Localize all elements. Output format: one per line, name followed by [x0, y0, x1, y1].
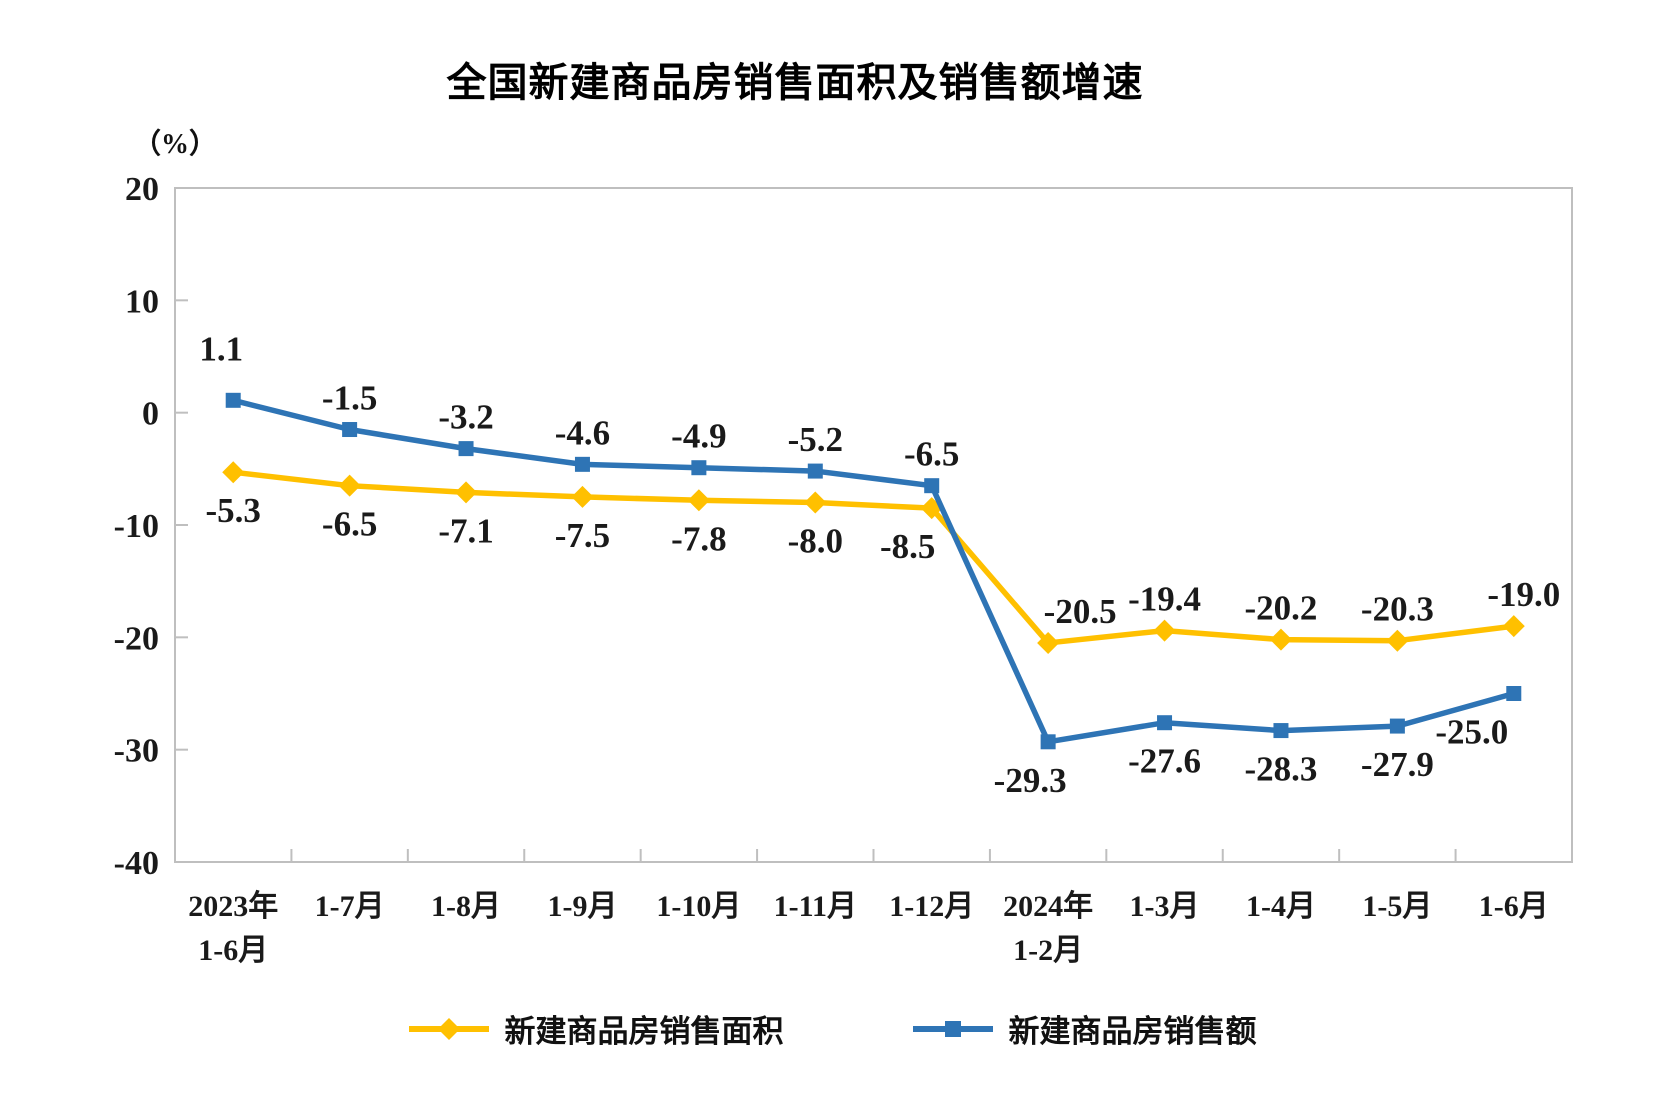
chart-title: 全国新建商品房销售面积及销售额增速: [446, 60, 1144, 106]
data-label: -20.2: [1245, 589, 1318, 628]
data-label: -29.3: [994, 761, 1067, 800]
data-point-marker-square: [342, 422, 358, 438]
data-label: -19.0: [1487, 575, 1560, 614]
x-axis-category-label: 1-9月: [547, 890, 617, 923]
data-point-marker-diamond: [222, 461, 245, 484]
x-axis-category-label: 2024年: [1003, 890, 1093, 923]
data-point-marker-diamond: [338, 474, 361, 497]
data-label: -5.3: [206, 491, 261, 530]
data-label: -20.3: [1361, 590, 1434, 629]
x-axis-category-label: 2023年: [188, 890, 278, 923]
legend: 新建商品房销售面积 新建商品房销售额: [0, 1006, 1663, 1051]
y-axis-tick-label: 20: [125, 171, 159, 208]
series-line-0: [230, 469, 1517, 646]
data-point-marker-diamond: [571, 485, 594, 508]
legend-label-sales-amount: 新建商品房销售额: [1008, 1014, 1257, 1049]
data-label: -5.2: [788, 420, 843, 459]
x-axis-category-label: 1-6月: [198, 934, 268, 967]
data-label: -7.8: [671, 519, 726, 558]
data-label: -8.5: [880, 527, 935, 566]
y-axis-tick-label: -40: [114, 845, 159, 882]
y-axis-tick-label: -30: [114, 733, 159, 770]
data-point-marker-square: [691, 460, 707, 476]
legend-square-marker: [944, 1020, 961, 1037]
x-axis-category-label: 1-7月: [315, 890, 385, 923]
x-axis-category-label: 1-4月: [1246, 890, 1316, 923]
series-line-1: [230, 397, 1517, 745]
data-label: -20.5: [1044, 592, 1117, 631]
data-label: -27.6: [1128, 742, 1201, 781]
x-axis-category-label: 1-2月: [1013, 934, 1083, 967]
x-axis-category-label: 1-3月: [1130, 890, 1200, 923]
x-axis-category-label: 1-11月: [774, 890, 857, 923]
data-label: -7.1: [438, 511, 493, 550]
data-point-marker-diamond: [1386, 629, 1409, 652]
legend-line-square-icon: [912, 1020, 993, 1037]
data-point-marker-square: [574, 456, 590, 472]
data-label: -28.3: [1245, 750, 1318, 789]
data-point-marker-diamond: [1502, 615, 1525, 638]
data-point-marker-diamond: [455, 481, 478, 504]
x-axis-category-label: 1-6月: [1479, 890, 1549, 923]
data-label: -8.0: [788, 522, 843, 561]
data-point-marker-square: [1157, 715, 1173, 731]
data-point-marker-square: [458, 441, 474, 457]
data-label: -4.9: [671, 417, 726, 456]
data-point-marker-diamond: [687, 489, 710, 512]
data-label: -19.4: [1128, 580, 1201, 619]
data-label: 1.1: [199, 329, 243, 368]
data-label: -6.5: [904, 435, 959, 474]
y-axis-tick-label: 10: [125, 283, 159, 320]
legend-line-diamond-icon: [408, 1017, 489, 1040]
data-point-marker-square: [807, 463, 823, 479]
data-label: -25.0: [1435, 713, 1508, 752]
data-point-marker-diamond: [804, 491, 827, 514]
data-point-marker-square: [1273, 723, 1289, 739]
data-label: -3.2: [438, 398, 493, 437]
x-axis-category-label: 1-5月: [1362, 890, 1432, 923]
data-point-marker-diamond: [1153, 619, 1176, 642]
data-point-marker-square: [1040, 734, 1056, 750]
data-point-marker-square: [924, 478, 940, 494]
data-point-marker-diamond: [1269, 628, 1292, 651]
data-point-marker-square: [1506, 686, 1522, 701]
data-point-marker-diamond: [1037, 631, 1060, 654]
y-axis-tick-label: -10: [114, 508, 159, 545]
data-label: -7.5: [555, 516, 610, 555]
data-label: -27.9: [1361, 745, 1434, 784]
y-axis-tick-label: 0: [142, 396, 159, 433]
y-axis-unit-label: （%）: [133, 129, 218, 160]
y-axis-tick-label: -20: [114, 620, 159, 657]
x-axis-category-label: 1-8月: [431, 890, 501, 923]
legend-item-sales-amount: 新建商品房销售额: [911, 1006, 1257, 1051]
legend-item-sales-area: 新建商品房销售面积: [407, 1006, 784, 1051]
legend-label-sales-area: 新建商品房销售面积: [504, 1014, 784, 1049]
data-label: -6.5: [322, 505, 377, 544]
data-point-marker-square: [1389, 718, 1405, 734]
data-label: -4.6: [555, 413, 610, 452]
data-point-marker-square: [225, 392, 241, 408]
legend-diamond-marker: [437, 1017, 460, 1040]
x-axis-category-label: 1-12月: [889, 890, 974, 923]
data-label: -1.5: [322, 379, 377, 418]
x-axis-category-label: 1-10月: [656, 890, 741, 923]
